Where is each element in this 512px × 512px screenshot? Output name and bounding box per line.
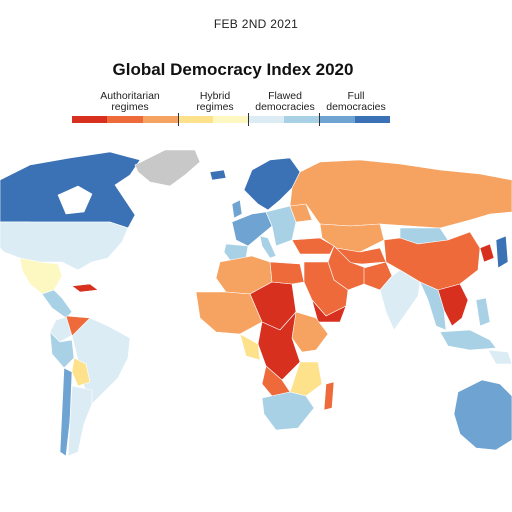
region-kazakhstan [319, 223, 385, 253]
region-gulf-of-guinea [239, 333, 261, 361]
region-korea [479, 243, 495, 263]
legend-divider [319, 113, 320, 126]
region-madagascar [323, 381, 335, 411]
legend-swatch-5 [213, 116, 249, 123]
region-philippines [475, 297, 491, 327]
region-australia [453, 379, 512, 451]
region-indonesia [439, 329, 497, 351]
region-western-europe [231, 211, 273, 247]
legend-swatch-8 [319, 116, 355, 123]
legend-label-line1: Flawed [268, 90, 302, 102]
region-greenland [134, 149, 201, 187]
legend-swatch-3 [142, 116, 178, 123]
region-japan [495, 235, 509, 269]
region-west-africa [195, 291, 263, 335]
region-iceland [209, 169, 227, 181]
region-bolivia [71, 357, 91, 387]
legend-label-line1: Authoritarian [100, 90, 160, 102]
legend-swatch-7 [283, 116, 320, 123]
region-hudson-bay [57, 185, 93, 215]
region-turkey [291, 237, 335, 255]
region-mexico [19, 257, 63, 295]
region-uk [231, 199, 243, 219]
region-italy [259, 235, 277, 259]
legend-category-authoritarian: Authoritarian regimes [82, 91, 178, 113]
legend-swatch-6 [248, 116, 284, 123]
legend-label-line2: regimes [111, 101, 149, 113]
legend-label-line2: democracies [326, 101, 386, 113]
region-new-guinea [487, 349, 512, 365]
region-united-states [0, 221, 129, 271]
region-thailand-malaysia [419, 281, 447, 331]
legend-label-line2: democracies [255, 101, 315, 113]
region-cuba [71, 283, 99, 293]
region-chile [59, 367, 73, 457]
legend-color-scale [72, 116, 390, 123]
region-egypt-libya [269, 261, 305, 285]
legend-category-flawed: Flawed democracies [250, 91, 320, 113]
world-map [0, 149, 512, 457]
date-label: FEB 2ND 2021 [213, 17, 299, 31]
legend-label-line1: Hybrid [199, 90, 231, 102]
region-argentina [67, 385, 93, 457]
region-india [379, 269, 421, 331]
legend-swatch-2 [107, 116, 143, 123]
legend-swatch-9 [354, 116, 390, 123]
region-central-america [41, 289, 73, 319]
map-title: Global Democracy Index 2020 [112, 60, 354, 79]
region-south-africa [261, 391, 315, 431]
region-southern-central-africa [289, 361, 323, 397]
legend-category-full: Full democracies [322, 91, 390, 113]
legend-label-line2: regimes [196, 101, 234, 113]
legend-swatch-1 [72, 116, 108, 123]
legend-category-hybrid: Hybrid regimes [182, 91, 248, 113]
region-russia [289, 159, 512, 229]
region-yemen-gulf [311, 299, 347, 323]
legend-divider [178, 113, 179, 126]
legend-divider [248, 113, 249, 126]
legend-swatch-4 [177, 116, 214, 123]
legend-label-line1: Full [347, 90, 365, 102]
